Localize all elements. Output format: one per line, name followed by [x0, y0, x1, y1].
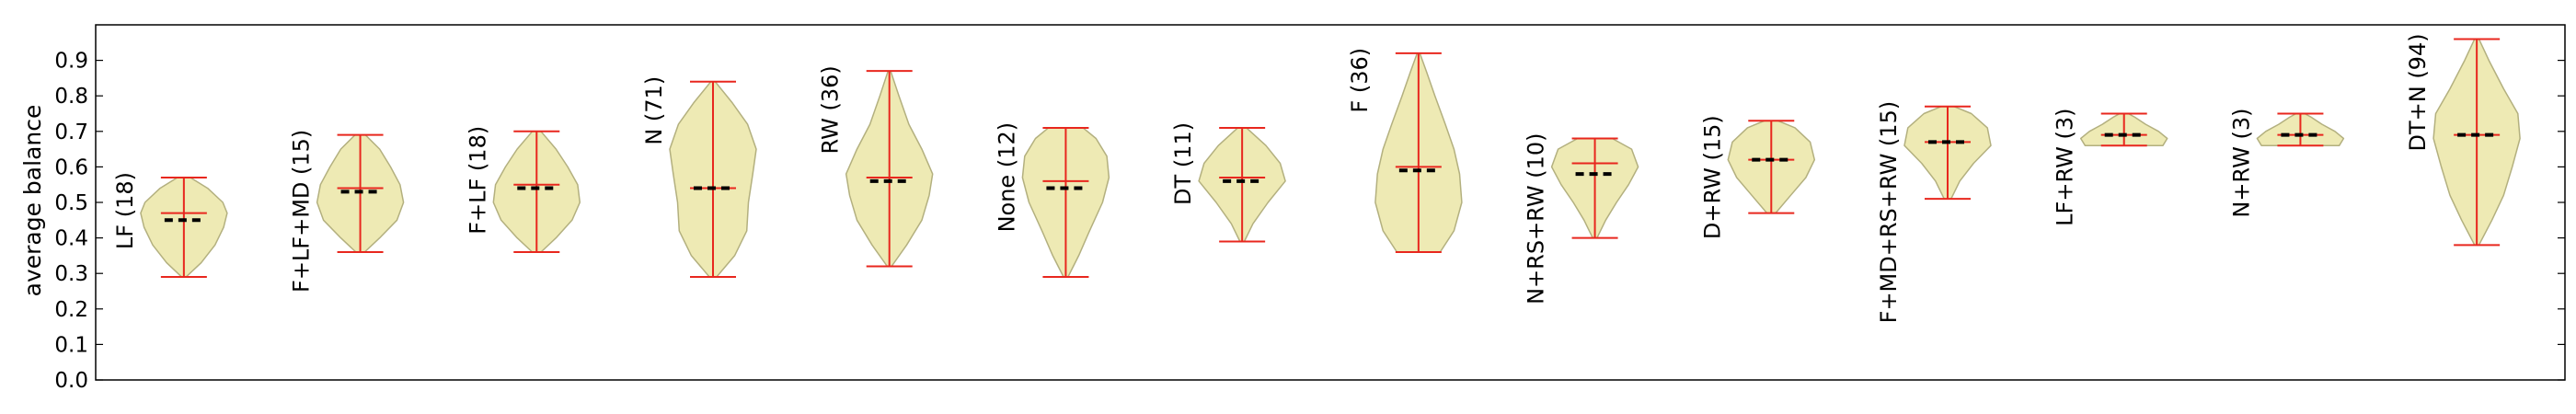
- y-tick-label: 0.7: [54, 121, 88, 144]
- violin-group: F+LF+MD (15): [289, 130, 405, 293]
- category-label: DT (11): [1170, 122, 1196, 205]
- violin-group: DT (11): [1170, 122, 1286, 243]
- category-label: LF+RW (3): [2053, 109, 2078, 226]
- category-label: N (71): [641, 76, 667, 145]
- violin-group: F (36): [1347, 48, 1463, 254]
- y-tick-label: 0.2: [54, 298, 88, 322]
- y-tick-label: 0.9: [54, 50, 88, 74]
- category-label: DT+N (94): [2405, 33, 2431, 151]
- category-label: F+MD+RS+RW (15): [1876, 101, 1902, 324]
- category-label: RW (36): [818, 65, 844, 154]
- category-label: None (12): [994, 122, 1019, 233]
- category-label: LF (18): [112, 172, 138, 249]
- violin-group: LF+RW (3): [2053, 109, 2168, 226]
- violin-group: None (12): [994, 122, 1110, 279]
- violin-group: D+RW (15): [1699, 115, 1816, 239]
- y-axis: 0.0 0.1 0.2 0.3 0.4 0.5 0.6 0.7 0.8 0.9: [54, 50, 2565, 393]
- violin-group: DT+N (94): [2405, 33, 2521, 247]
- violin-group: N+RW (3): [2228, 109, 2345, 218]
- violin-group: F+MD+RS+RW (15): [1876, 101, 1992, 324]
- y-tick-label: 0.1: [54, 333, 88, 357]
- y-tick-label: 0.8: [54, 85, 88, 109]
- violin-group: N (71): [641, 76, 757, 279]
- y-tick-label: 0.3: [54, 262, 88, 286]
- violin-group: F+LF (18): [465, 126, 581, 254]
- violin-group: RW (36): [818, 65, 934, 268]
- category-label: F+LF+MD (15): [289, 130, 315, 293]
- category-label: N+RW (3): [2228, 109, 2254, 218]
- y-tick-label: 0.6: [54, 155, 88, 179]
- violin-group: N+RS+RW (10): [1524, 133, 1639, 305]
- y-tick-label: 0.5: [54, 191, 88, 215]
- y-tick-label: 0.4: [54, 227, 88, 251]
- category-label: F+LF (18): [465, 126, 490, 235]
- y-tick-label: 0.0: [54, 369, 88, 393]
- category-label: N+RS+RW (10): [1524, 133, 1549, 305]
- category-label: D+RW (15): [1699, 115, 1725, 239]
- y-axis-title: average balance: [19, 105, 46, 297]
- violin-group: LF (18): [112, 172, 228, 279]
- violins: LF (18) F+LF+MD (15) F+LF (18) N (71) RW (36…: [112, 33, 2521, 324]
- category-label: F (36): [1347, 48, 1373, 113]
